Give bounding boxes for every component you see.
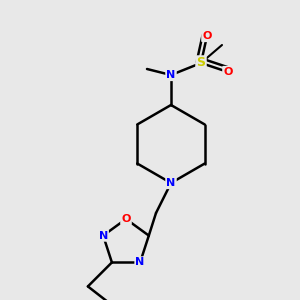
Text: O: O [223,67,233,77]
Text: N: N [136,257,145,267]
Text: S: S [196,56,206,70]
Text: O: O [202,31,212,41]
Text: N: N [167,178,176,188]
Text: N: N [167,70,176,80]
Text: O: O [121,214,131,224]
Text: N: N [98,231,108,241]
